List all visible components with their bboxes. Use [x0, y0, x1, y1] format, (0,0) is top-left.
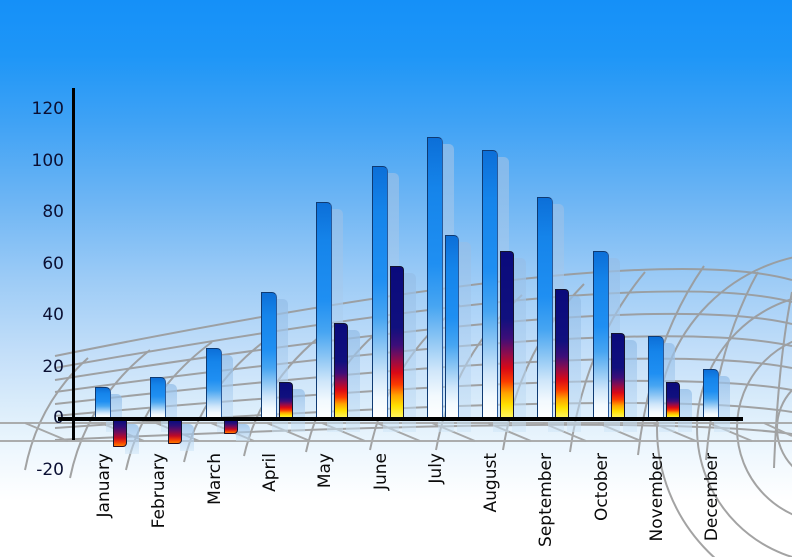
x-tick-label-march: March [204, 453, 225, 505]
bar-secondary-september [555, 289, 570, 418]
y-axis-line [72, 88, 75, 440]
x-tick-label-july: July [425, 453, 446, 484]
bar-secondary-shadow-january [125, 424, 139, 454]
bar-secondary-shadow-november [678, 388, 692, 432]
x-tick-label-december: December [702, 453, 723, 542]
y-tick-label-60: 60 [42, 253, 64, 274]
x-tick-label-february: February [149, 453, 170, 529]
bar-secondary-march [223, 421, 238, 434]
x-tick-label-june: June [370, 453, 391, 491]
x-tick-label-october: October [591, 453, 612, 522]
bar-primary-july [426, 137, 443, 418]
bar-secondary-shadow-april [290, 388, 305, 432]
x-tick-label-may: May [315, 453, 336, 489]
mesh-arc [696, 298, 792, 557]
y-tick-label-20: 20 [42, 356, 64, 377]
mesh-arc [736, 340, 792, 516]
bar-primary-may [316, 201, 333, 418]
bar-secondary-shadow-september [567, 296, 582, 432]
mesh-arc [656, 256, 792, 557]
x-tick-label-august: August [481, 453, 502, 513]
mesh-longitude [705, 271, 759, 461]
y-tick-label-120: 120 [31, 99, 64, 119]
x-tick-label-january: January [94, 453, 114, 518]
bar-secondary-november [666, 381, 680, 418]
bar-primary-september [537, 196, 554, 418]
bar-secondary-january [113, 421, 127, 447]
bar-secondary-october [610, 333, 625, 418]
mesh-latitude [54, 290, 792, 369]
y-tick-label-40: 40 [42, 305, 64, 325]
mesh-latitude [54, 423, 792, 441]
bar-primary-december [703, 369, 720, 418]
bar-secondary-june [389, 266, 404, 418]
y-tick-label-100: 100 [31, 150, 64, 171]
bar-primary-november [648, 335, 664, 418]
y-tick-label-80: 80 [42, 202, 64, 222]
bar-primary-april [260, 291, 277, 418]
bar-primary-february [150, 376, 167, 418]
mesh-latitude [54, 268, 792, 357]
x-axis-baseline [58, 417, 743, 421]
bar-secondary-shadow-july [456, 242, 471, 432]
bar-secondary-may [334, 322, 349, 418]
mesh-longitude [773, 291, 792, 469]
mesh-longitude [24, 357, 89, 471]
x-tick-label-september: September [536, 453, 557, 547]
bar-secondary-shadow-june [401, 273, 416, 432]
bar-secondary-shadow-august [512, 257, 527, 432]
y-tick-label--20: -20 [36, 459, 64, 480]
bar-primary-october [592, 250, 609, 418]
bar-secondary-july [444, 235, 459, 418]
bar-primary-august [482, 150, 499, 418]
bar-primary-january [95, 387, 111, 418]
bar-secondary-shadow-march [235, 424, 250, 441]
bar-secondary-april [278, 381, 293, 418]
bar-secondary-shadow-october [622, 340, 637, 432]
bar-primary-june [371, 165, 388, 418]
bar-secondary-august [500, 250, 515, 418]
x-tick-label-april: April [259, 453, 280, 492]
bar-secondary-shadow-february [180, 424, 195, 452]
bar-primary-march [205, 348, 222, 418]
x-tick-label-november: November [647, 453, 667, 542]
bar-secondary-shadow-may [346, 329, 361, 432]
bar-secondary-february [168, 421, 183, 445]
